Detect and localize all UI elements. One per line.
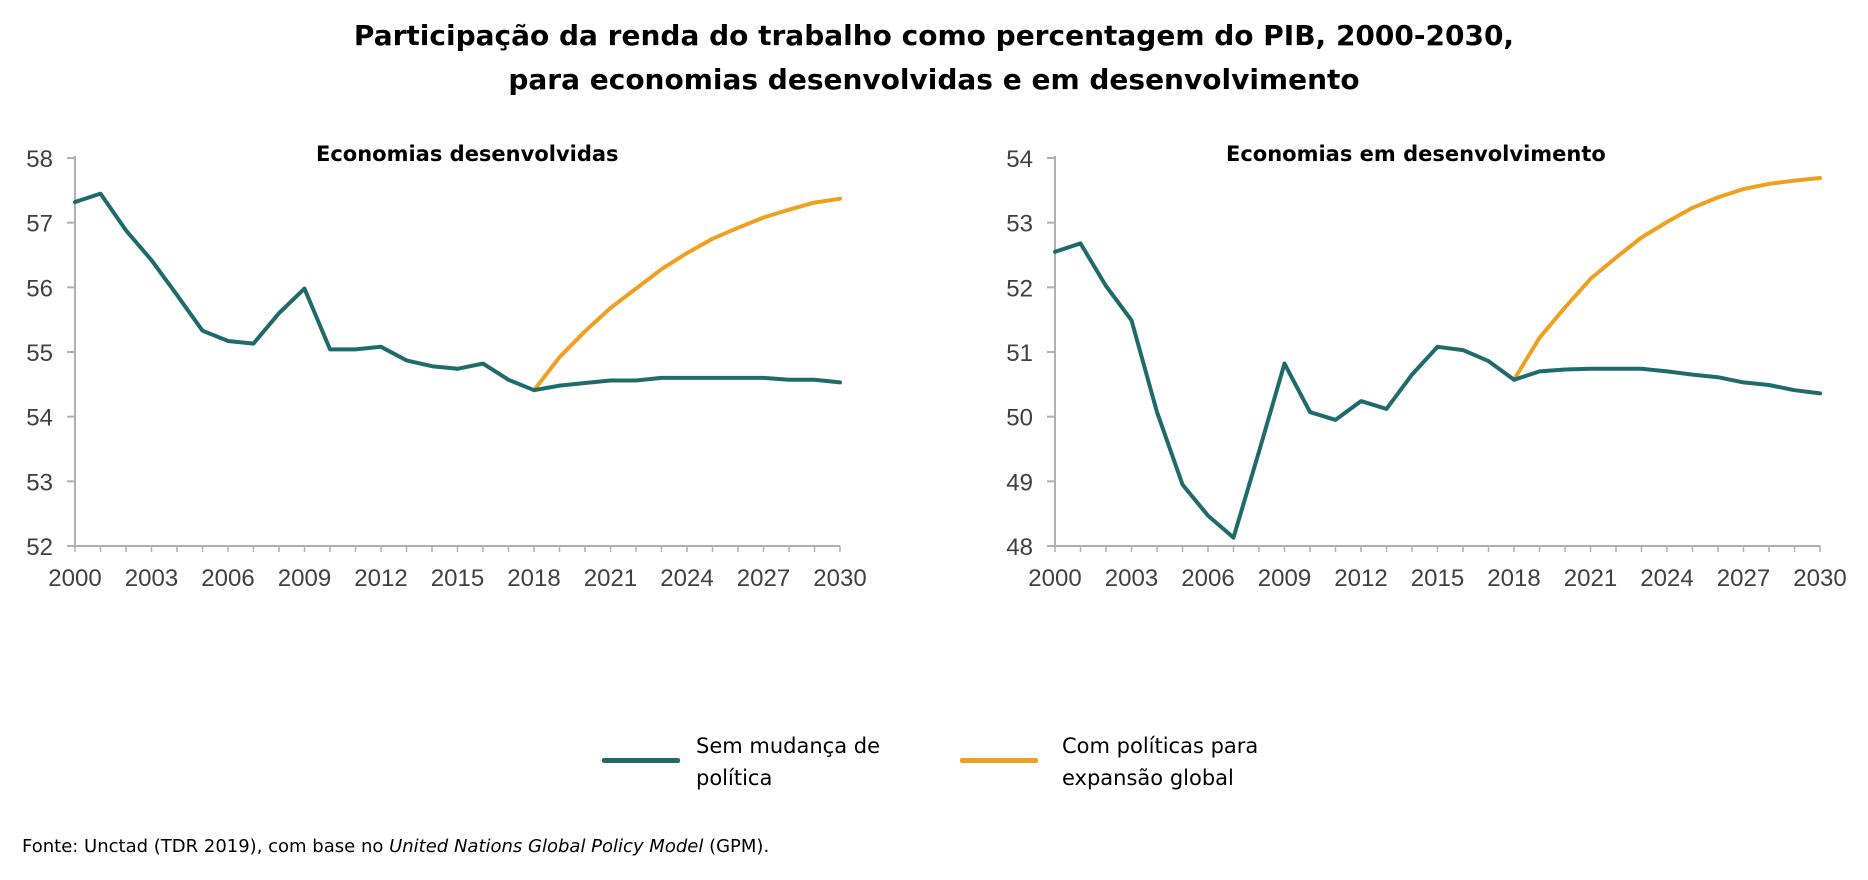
x-tick-label: 2015 xyxy=(431,565,484,592)
y-tick-label: 53 xyxy=(26,469,53,496)
y-tick-label: 57 xyxy=(26,211,53,238)
x-tick-label: 2009 xyxy=(1258,565,1311,592)
panel-title-developed: Economias desenvolvidas xyxy=(316,142,619,166)
line-chart-developing: 48 49 50 51 52 53 54 2000 2003 2006 2009 2012 2015 20… xyxy=(1006,146,1846,592)
series-line-global-expansion xyxy=(1512,176,1822,382)
y-tick-label: 48 xyxy=(1006,534,1033,561)
x-tick-label: 2009 xyxy=(278,565,331,592)
x-tick-label: 2018 xyxy=(1487,565,1540,592)
series-line-no-policy-change xyxy=(73,191,842,393)
title-line-1: Participação da renda do trabalho como p… xyxy=(353,19,1515,52)
x-tick-label: 2024 xyxy=(1640,565,1693,592)
x-tick-label: 2000 xyxy=(48,565,101,592)
title-line-2: para economias desenvolvidas e em desenv… xyxy=(508,63,1360,96)
y-tick-label: 51 xyxy=(1006,340,1033,367)
y-tick-label: 49 xyxy=(1006,469,1033,496)
x-tick-label: 2027 xyxy=(737,565,790,592)
y-tick-label: 54 xyxy=(26,405,53,432)
y-tick-label: 56 xyxy=(26,275,53,302)
panel-developing-economies: Economias em desenvolvimento 48 49 50 51 52 5… xyxy=(980,128,1868,708)
series-line-global-expansion xyxy=(532,196,842,393)
x-tick-label: 2006 xyxy=(1181,565,1234,592)
x-tick-label: 2030 xyxy=(1793,565,1846,592)
series-line-no-policy-change xyxy=(1053,241,1822,540)
legend: Sem mudança de política Com políticas pa… xyxy=(0,730,1868,800)
legend-swatch-global-expansion xyxy=(960,758,1038,763)
x-tick-label: 2030 xyxy=(813,565,866,592)
panel-title-developing: Economias em desenvolvimento xyxy=(1226,142,1606,166)
x-tick-label: 2012 xyxy=(354,565,407,592)
legend-label-global-expansion: Com políticas para expansão global xyxy=(1062,734,1259,790)
y-tick-label: 58 xyxy=(26,146,53,173)
x-tick-label: 2027 xyxy=(1717,565,1770,592)
chart-main-title: Participação da renda do trabalho como p… xyxy=(0,14,1868,102)
y-tick-label: 52 xyxy=(26,534,53,561)
y-tick-label: 53 xyxy=(1006,211,1033,238)
legend-label-no-policy-change: Sem mudança de política xyxy=(696,734,880,790)
source-note: Fonte: Unctad (TDR 2019), com base no Un… xyxy=(22,836,770,857)
y-tick-label: 55 xyxy=(26,340,53,367)
x-tick-label: 2000 xyxy=(1028,565,1081,592)
y-tick-label: 54 xyxy=(1006,146,1033,173)
x-tick-label: 2003 xyxy=(125,565,178,592)
panel-developed-economies: Economias desenvolvidas 52 53 54 55 56 57 58 20… xyxy=(0,128,910,708)
x-tick-label: 2015 xyxy=(1411,565,1464,592)
legend-swatch-no-policy-change xyxy=(602,758,680,763)
x-tick-label: 2012 xyxy=(1334,565,1387,592)
x-tick-label: 2021 xyxy=(1564,565,1617,592)
x-tick-label: 2003 xyxy=(1105,565,1158,592)
x-tick-label: 2018 xyxy=(507,565,560,592)
x-tick-label: 2021 xyxy=(584,565,637,592)
y-tick-label: 50 xyxy=(1006,405,1033,432)
y-tick-label: 52 xyxy=(1006,275,1033,302)
line-chart-developed: 52 53 54 55 56 57 58 2000 2003 2006 2009 2012 2015 20… xyxy=(26,146,866,592)
x-tick-label: 2024 xyxy=(660,565,713,592)
x-tick-label: 2006 xyxy=(201,565,254,592)
